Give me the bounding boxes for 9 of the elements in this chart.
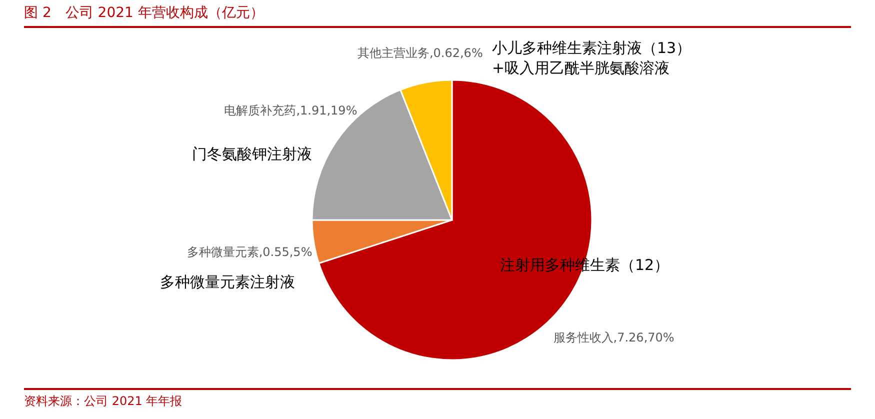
text: 多种微量元素注射液 bbox=[160, 272, 295, 292]
chart-title: 图 2 公司 2021 年营收构成（亿元） bbox=[24, 4, 851, 28]
text: 资料来源：公司 2021 年年报 bbox=[24, 388, 851, 410]
text: 门冬氨酸钾注射液 bbox=[192, 144, 312, 164]
slice-label: 服务性收入,7.26,70% bbox=[553, 330, 674, 345]
slice-label: 多种微量元素,0.55,5% bbox=[186, 245, 312, 260]
slice-label: 电解质补充药,1.91,19% bbox=[224, 103, 358, 118]
slice-label: 其他主营业务,0.62,6% bbox=[357, 46, 483, 60]
text: 小儿多种维生素注射液（13）+吸入用乙酰半胱氨酸溶液 bbox=[492, 38, 692, 78]
